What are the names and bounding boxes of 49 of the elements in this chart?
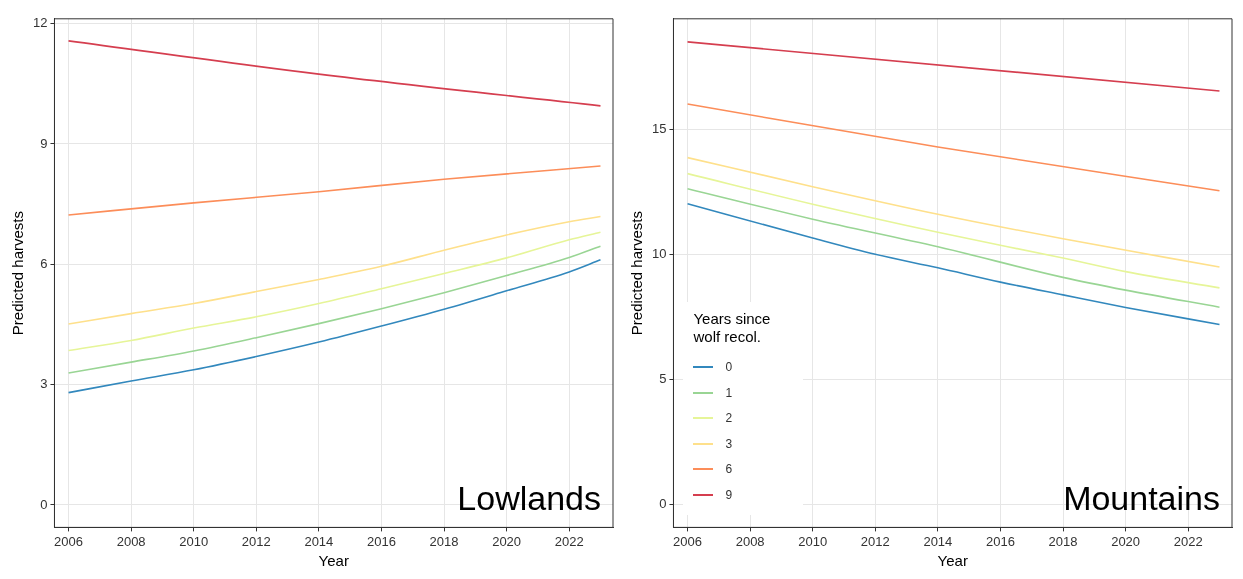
y-tick-label: 0: [40, 496, 48, 512]
x-axis-title: Year: [318, 552, 349, 570]
legend-title: Years since wolf recol.: [693, 310, 772, 347]
x-tick-label: 2014: [304, 533, 334, 549]
y-tick-label: 0: [659, 496, 667, 512]
legend-label: 9: [725, 487, 733, 502]
line-series: [67, 231, 602, 352]
legend-label: 1: [725, 385, 733, 400]
x-tick-label: 2012: [860, 533, 890, 549]
y-axis-title: Predicted harvests: [628, 210, 646, 336]
x-tick-label: 2018: [429, 533, 459, 549]
line-series: [67, 245, 602, 374]
y-tick-label: 3: [40, 376, 48, 392]
x-tick-label: 2016: [985, 533, 1015, 549]
legend-label: 6: [725, 462, 733, 477]
line-series: [67, 165, 602, 216]
x-tick-label: 2018: [1048, 533, 1078, 549]
x-tick-label: 2010: [179, 533, 209, 549]
x-tick-label: 2020: [492, 533, 522, 549]
line-series: [686, 172, 1221, 289]
x-tick-label: 2012: [241, 533, 271, 549]
x-tick-label: 2020: [1111, 533, 1141, 549]
y-tick-label: 12: [32, 15, 48, 31]
annotation: Mountains: [1063, 478, 1220, 517]
x-tick-label: 2008: [116, 533, 146, 549]
y-tick-label: 10: [651, 245, 667, 261]
y-tick-label: 6: [40, 255, 48, 271]
line-series: [686, 156, 1221, 268]
legend-label: 3: [725, 436, 733, 451]
x-tick-label: 2014: [923, 533, 953, 549]
y-tick-label: 9: [40, 135, 48, 151]
x-tick-label: 2022: [1173, 533, 1203, 549]
line-series: [686, 202, 1221, 326]
x-tick-label: 2008: [735, 533, 765, 549]
y-tick-label: 15: [651, 120, 667, 136]
y-tick-label: 5: [659, 371, 667, 387]
x-tick-label: 2010: [798, 533, 828, 549]
line-series: [67, 259, 602, 394]
x-tick-label: 2006: [673, 533, 702, 549]
legend-label: 2: [725, 411, 733, 426]
x-tick-label: 2022: [554, 533, 584, 549]
x-axis-title: Year: [937, 552, 968, 570]
x-tick-label: 2016: [366, 533, 396, 549]
x-tick-label: 2006: [54, 533, 83, 549]
line-series: [67, 215, 602, 325]
y-axis-title: Predicted harvests: [9, 210, 27, 336]
legend-label: 0: [725, 360, 733, 375]
line-series: [686, 187, 1221, 308]
annotation: Lowlands: [457, 478, 601, 517]
